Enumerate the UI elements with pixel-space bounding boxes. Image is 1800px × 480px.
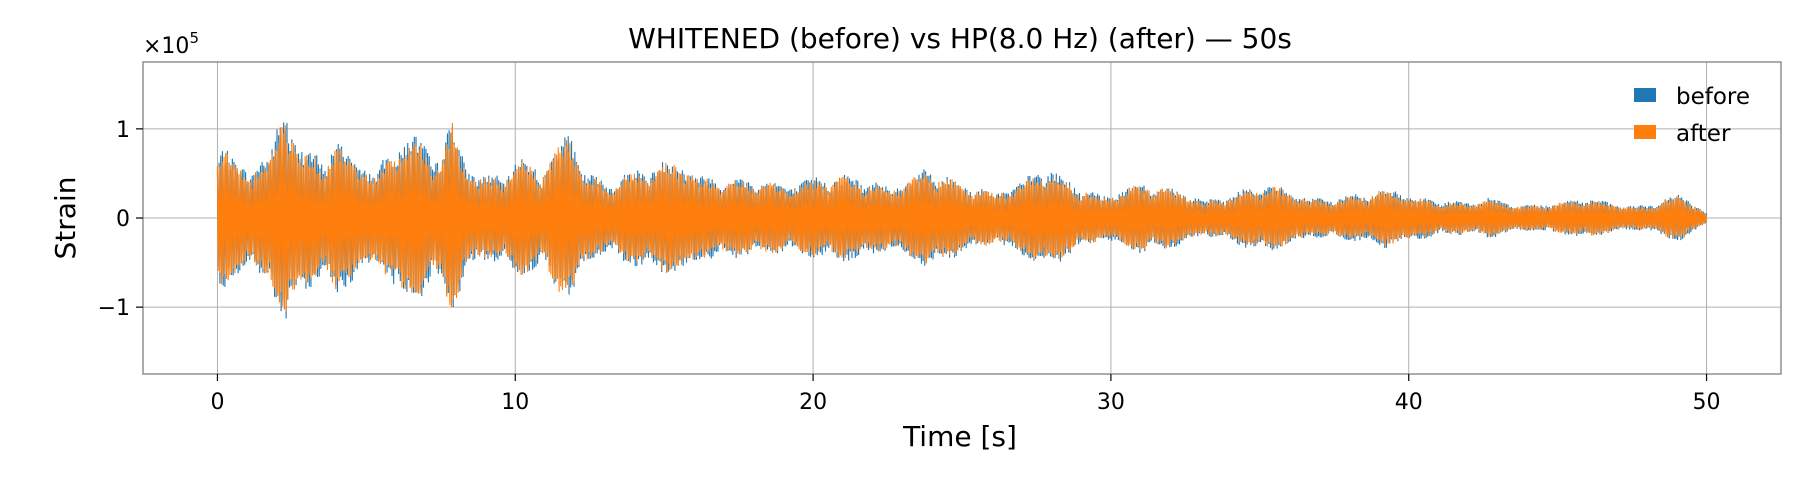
x-tick-label: 0	[210, 390, 224, 415]
series-layer	[216, 122, 1708, 319]
x-axis-label: Time [s]	[902, 420, 1017, 453]
legend-swatch-before	[1634, 88, 1656, 102]
x-tick-label: 20	[799, 390, 827, 415]
x-tick-label: 30	[1097, 390, 1125, 415]
y-offset-exponent: 5	[189, 29, 199, 47]
y-axis-label: Strain	[49, 177, 82, 260]
legend-swatch-after	[1634, 125, 1656, 139]
series-line-after	[216, 122, 1708, 312]
y-offset-multiplier: ×105	[143, 29, 199, 59]
ticks: 0 10 20 30 40 50 −1 0 1	[98, 118, 1721, 415]
y-tick-label: 0	[116, 207, 130, 232]
x-tick-label: 10	[501, 390, 529, 415]
x-tick-label: 40	[1395, 390, 1423, 415]
legend-label-before: before	[1676, 84, 1750, 110]
legend: before after	[1634, 84, 1750, 147]
x-tick-label: 50	[1693, 390, 1721, 415]
chart-title: WHITENED (before) vs HP(8.0 Hz) (after) …	[628, 22, 1292, 55]
y-tick-label: −1	[98, 296, 130, 321]
y-offset-base: ×10	[143, 34, 189, 59]
y-tick-label: 1	[116, 118, 130, 143]
legend-label-after: after	[1676, 121, 1731, 147]
